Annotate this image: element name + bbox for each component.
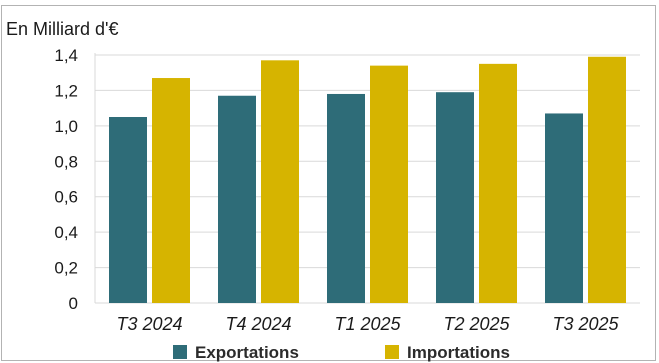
x-category-label: T3 2024 xyxy=(116,314,182,334)
x-category-label: T4 2024 xyxy=(225,314,291,334)
y-tick-label: 1,0 xyxy=(54,117,78,136)
bar-exportations-4 xyxy=(436,92,474,303)
bar-importations-2 xyxy=(261,60,299,303)
y-tick-label: 0,8 xyxy=(54,152,78,171)
y-tick-label: 1,4 xyxy=(54,46,78,65)
y-tick-label: 0,6 xyxy=(54,188,78,207)
y-tick-label: 0,4 xyxy=(54,223,78,242)
y-tick-label: 0,2 xyxy=(54,259,78,278)
bar-exportations-2 xyxy=(218,95,256,303)
x-category-label: T3 2025 xyxy=(552,314,619,334)
x-category-label: T1 2025 xyxy=(334,314,401,334)
legend-item-exportations: Exportations xyxy=(173,343,299,362)
legend-swatch xyxy=(173,345,187,359)
bar-exportations-1 xyxy=(109,117,147,303)
chart-frame xyxy=(1,5,656,361)
bar-importations-4 xyxy=(479,63,517,303)
y-tick-label: 1,2 xyxy=(54,81,78,100)
bar-exportations-5 xyxy=(545,113,583,303)
legend-swatch xyxy=(385,345,399,359)
bar-exportations-3 xyxy=(327,93,365,303)
bar-importations-1 xyxy=(152,78,190,304)
legend-label: Importations xyxy=(407,343,510,362)
y-tick-label: 0 xyxy=(69,294,78,313)
legend-item-importations: Importations xyxy=(385,343,510,362)
bar-importations-3 xyxy=(370,65,408,303)
bar-importations-5 xyxy=(588,56,626,304)
y-axis-unit-label: En Milliard d'€ xyxy=(6,19,118,39)
legend-label: Exportations xyxy=(195,343,299,362)
x-category-label: T2 2025 xyxy=(443,314,510,334)
